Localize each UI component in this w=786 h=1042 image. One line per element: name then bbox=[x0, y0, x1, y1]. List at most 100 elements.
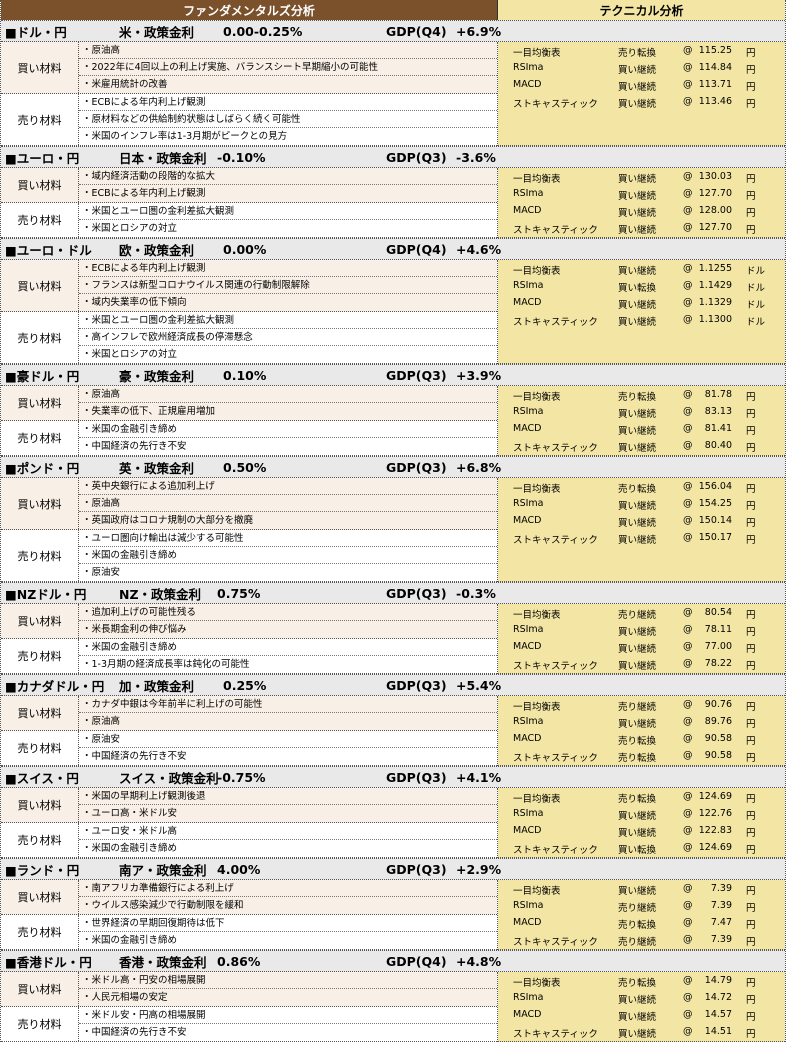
price: 80.40 bbox=[704, 440, 732, 451]
section-rate: 0.75% bbox=[217, 585, 261, 601]
list-item: ・中国経済の先行き不安 bbox=[82, 751, 187, 762]
list-item: ・ユーロ高・米ドル安 bbox=[82, 808, 178, 819]
unit: 円 bbox=[746, 225, 756, 236]
technical-row: 一目均衡表 売り転換 @124.69 円 bbox=[498, 788, 785, 805]
section-pair: ■スイス・円 bbox=[5, 770, 79, 786]
technical-row: RSIma 買い継続 @154.25 円 bbox=[498, 495, 785, 512]
at-sign: @ bbox=[683, 498, 693, 509]
unit: 円 bbox=[746, 627, 756, 638]
section-header: ■ポンド・円 英・政策金利 0.50% GDP(Q3) +6.8% bbox=[1, 456, 785, 478]
list-item: ・南アフリカ準備銀行による利上げ bbox=[79, 880, 497, 897]
sell-label: 売り材料 bbox=[1, 312, 79, 363]
sell-items: ・米国とユーロ圏の金利差拡大観測・米国とロシアの対立 bbox=[79, 203, 497, 237]
buy-items: ・追加利上げの可能性残る ・米長期金利の伸び悩み bbox=[79, 604, 497, 638]
section-gdp-label: GDP(Q3) bbox=[386, 459, 447, 475]
sell-label: 売り材料 bbox=[1, 639, 79, 673]
signal: 買い継続 bbox=[618, 518, 657, 529]
unit: ドル bbox=[746, 317, 766, 328]
technical-row: RSIma 買い転換 @1.1429 ドル bbox=[498, 277, 785, 294]
fundamentals: 買い材料 ・米ドル高・円安の相場展開 ・人民元相場の安定 売り材料 ・米ドル安・円高の相… bbox=[1, 972, 498, 1042]
sell-items: ・米国の金融引き締め ・1-3月期の経済成長率は鈍化の可能性 bbox=[79, 639, 497, 673]
section-gdp: +4.8% bbox=[456, 953, 502, 969]
signal: 買い継続 bbox=[618, 225, 657, 236]
technical-row: RSIma 買い継続 @14.72 円 bbox=[498, 989, 785, 1006]
buy-items: ・原油高 ・2022年に4回以上の利上げ実施、バランスシート早期縮小の可能性 ・米雇… bbox=[79, 42, 497, 93]
unit: 円 bbox=[746, 392, 756, 403]
technical-row: ストキャスティック 買い継続 @80.40 円 bbox=[498, 437, 785, 454]
technical-panel: 一目均衡表 売り転換 @156.04 円 RSIma 買い継続 @154.25 円 MACD 買い… bbox=[498, 478, 785, 582]
section-body: 買い材料 ・原油高 ・2022年に4回以上の利上げ実施、バランスシート早期縮小の可能… bbox=[1, 42, 785, 146]
section-rate: -0.10% bbox=[217, 149, 266, 165]
at-sign: @ bbox=[683, 406, 693, 417]
section-pair: ■カナダドル・円 bbox=[5, 678, 105, 694]
price: 128.00 bbox=[698, 205, 732, 216]
section-header: ■ランド・円 南ア・政策金利 4.00% GDP(Q3) +2.9% bbox=[1, 858, 785, 880]
sell-items: ・世界経済の早期回復期待は低下 ・米国の金融引き締め bbox=[79, 915, 497, 949]
technical-row: ストキャスティック 買い継続 @14.51 円 bbox=[498, 1023, 785, 1040]
at-sign: @ bbox=[683, 297, 693, 308]
sell-materials: 売り材料 ・原油安 ・中国経済の先行き不安 bbox=[1, 731, 497, 766]
section-rate-label: 米・政策金利 bbox=[119, 24, 195, 40]
technical-row: MACD 売り転換 @90.58 円 bbox=[498, 730, 785, 747]
at-sign: @ bbox=[683, 440, 693, 451]
list-item: ・高インフレで欧州経済成長の停滞懸念 bbox=[79, 329, 497, 346]
list-item: ・米国とロシアの対立 bbox=[82, 223, 178, 234]
list-item: ・原油安 bbox=[82, 567, 121, 578]
unit: 円 bbox=[746, 518, 756, 529]
section-gdp: +6.8% bbox=[456, 459, 502, 475]
list-item: ・米国の早期利上げ観測後退 bbox=[79, 788, 497, 805]
sell-materials: 売り材料 ・ユーロ安・米ドル高 ・米国の金融引き締め bbox=[1, 823, 497, 858]
unit: 円 bbox=[746, 426, 756, 437]
section-body: 買い材料 ・米ドル高・円安の相場展開 ・人民元相場の安定 売り材料 ・米ドル安・円高の相… bbox=[1, 972, 785, 1042]
technical-row: ストキャスティック 買い継続 @113.46 円 bbox=[498, 93, 785, 110]
section-gdp: +4.6% bbox=[456, 241, 502, 257]
unit: 円 bbox=[746, 174, 756, 185]
indicator-name: ストキャスティック bbox=[513, 535, 598, 546]
list-item: ・人民元相場の安定 bbox=[82, 992, 168, 1003]
section-rate: 0.50% bbox=[223, 459, 267, 475]
sell-materials: 売り材料 ・ECBによる年内利上げ観測 ・原材料などの供給制約状態はしばらく続く可能… bbox=[1, 94, 497, 146]
buy-items: ・英中央銀行による追加利上げ ・原油高 ・英国政府はコロナ規制の大部分を撤廃 bbox=[79, 478, 497, 529]
list-item: ・失業率の低下、正規雇用増加 bbox=[82, 406, 216, 417]
fundamentals: 買い材料 ・ECBによる年内利上げ観測 ・フランスは新型コロナウイルス関連の行動制限… bbox=[1, 260, 498, 364]
fundamentals: 買い材料 ・米国の早期利上げ観測後退・ユーロ高・米ドル安売り材料 ・ユーロ安・米ドル… bbox=[1, 788, 498, 858]
indicator-name: MACD bbox=[513, 423, 542, 434]
fundamentals: 買い材料 ・原油高 ・2022年に4回以上の利上げ実施、バランスシート早期縮小の可能… bbox=[1, 42, 498, 146]
at-sign: @ bbox=[683, 481, 693, 492]
list-item: ・米ドル安・円高の相場展開 bbox=[79, 1007, 497, 1024]
buy-label: 買い材料 bbox=[1, 386, 79, 420]
at-sign: @ bbox=[683, 389, 693, 400]
list-item: ・米国の金融引き締め bbox=[79, 421, 497, 438]
price: 14.51 bbox=[704, 1026, 732, 1037]
section-rate-label: 加・政策金利 bbox=[119, 678, 195, 694]
technical-row: MACD 売り転換 @7.47 円 bbox=[498, 914, 785, 931]
price: 81.78 bbox=[704, 389, 732, 400]
list-item: ・原油安 bbox=[79, 731, 497, 748]
list-item: ・ユーロ圏向け輸出は減少する可能性 bbox=[79, 530, 497, 547]
at-sign: @ bbox=[683, 716, 693, 727]
indicator-name: ストキャスティック bbox=[513, 225, 598, 236]
signal: 買い継続 bbox=[618, 828, 657, 839]
price: 80.54 bbox=[704, 607, 732, 618]
sell-label: 売り材料 bbox=[1, 1007, 79, 1041]
unit: ドル bbox=[746, 300, 766, 311]
at-sign: @ bbox=[683, 45, 693, 56]
at-sign: @ bbox=[683, 699, 693, 710]
sell-label: 売り材料 bbox=[1, 421, 79, 455]
buy-materials: 買い材料 ・追加利上げの可能性残る ・米長期金利の伸び悩み bbox=[1, 604, 497, 639]
unit: 円 bbox=[746, 845, 756, 856]
list-item: ・米国とユーロ圏の金利差拡大観測 bbox=[79, 203, 497, 220]
list-item: ・ECBによる年内利上げ観測 bbox=[79, 94, 497, 111]
sell-label: 売り材料 bbox=[1, 94, 79, 145]
buy-label: 買い材料 bbox=[1, 788, 79, 822]
signal: 買い継続 bbox=[618, 99, 657, 110]
technical-row: 一目均衡表 売り転換 @14.79 円 bbox=[498, 972, 785, 989]
indicator-name: RSIma bbox=[513, 188, 544, 199]
list-item: ・域内経済活動の段階的な拡大 bbox=[79, 168, 497, 185]
buy-label: 買い材料 bbox=[1, 604, 79, 638]
sell-items: ・ユーロ安・米ドル高 ・米国の金融引き締め bbox=[79, 823, 497, 857]
buy-label: 買い材料 bbox=[1, 972, 79, 1006]
indicator-name: MACD bbox=[513, 79, 542, 90]
technical-row: ストキャスティック 買い転換 @124.69 円 bbox=[498, 839, 785, 856]
price: 14.57 bbox=[704, 1009, 732, 1020]
